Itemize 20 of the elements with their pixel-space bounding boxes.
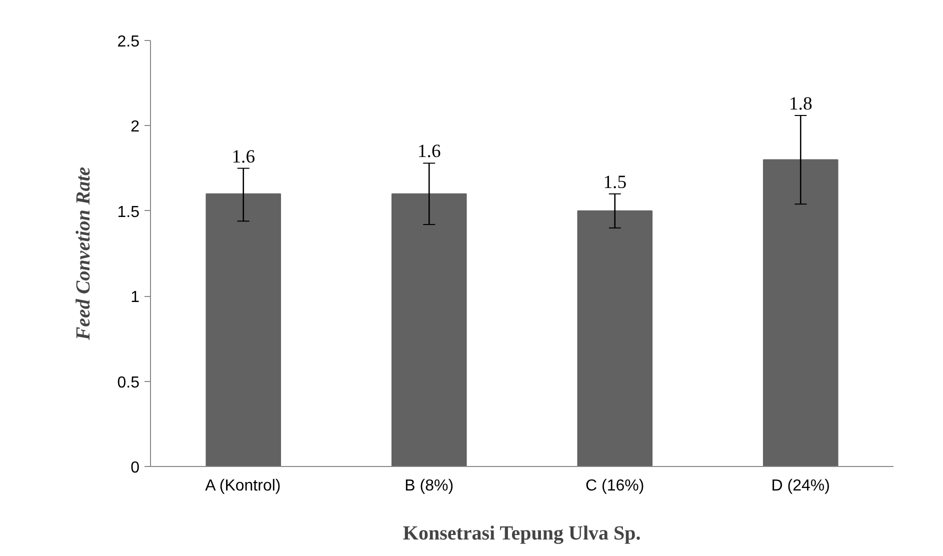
bar bbox=[762, 159, 838, 466]
x-tick-label: A (Kontrol) bbox=[205, 478, 281, 494]
y-tick-label: 0.5 bbox=[117, 374, 140, 392]
data-label: 1.5 bbox=[603, 172, 627, 193]
y-axis-title: Feed Convetion Rate bbox=[72, 166, 94, 342]
y-tick-label: 1.5 bbox=[117, 204, 140, 221]
x-tick-label: D (24%) bbox=[771, 478, 830, 494]
x-axis-title: Konsetrasi Tepung Ulva Sp. bbox=[402, 522, 641, 544]
bar bbox=[206, 193, 282, 466]
x-tick-label: B (8%) bbox=[404, 478, 454, 494]
data-label: 1.6 bbox=[232, 146, 256, 168]
data-label: 1.8 bbox=[788, 93, 812, 114]
y-tick-label: 2.5 bbox=[117, 34, 140, 50]
data-label: 1.6 bbox=[417, 141, 441, 162]
y-tick-label: 2 bbox=[130, 118, 140, 136]
bar bbox=[391, 193, 467, 466]
x-tick-label: C (16%) bbox=[586, 478, 644, 494]
bar bbox=[577, 210, 653, 466]
y-tick-label: 0 bbox=[130, 460, 140, 476]
y-tick-label: 1 bbox=[130, 289, 140, 306]
